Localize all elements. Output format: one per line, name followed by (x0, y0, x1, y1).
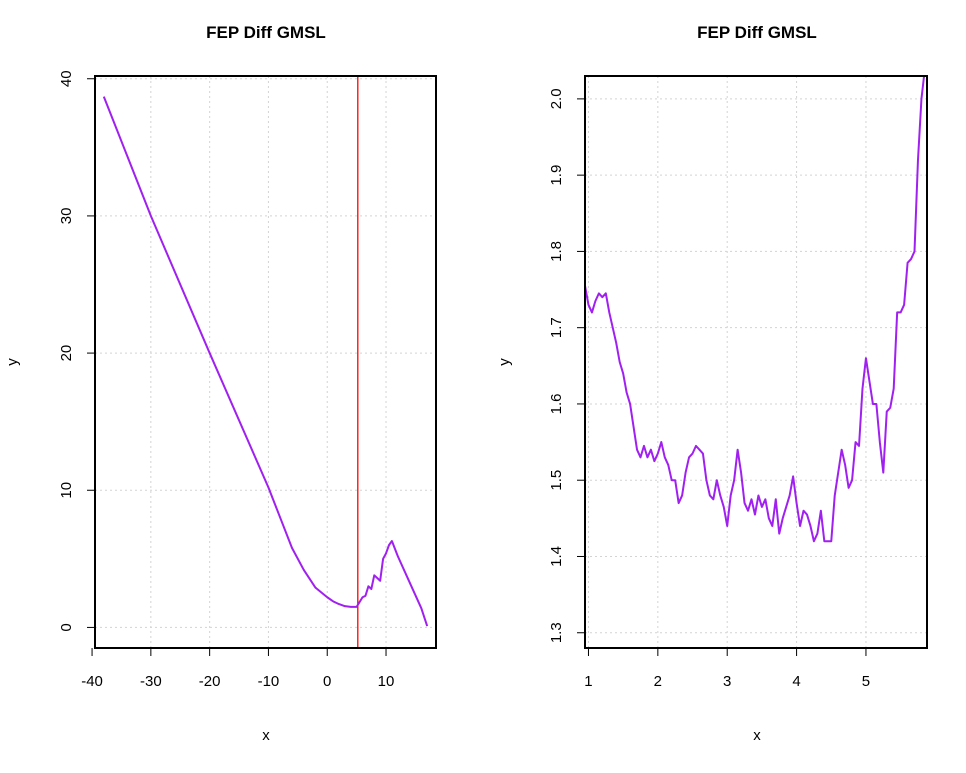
y-tick-label: 1.5 (548, 470, 565, 491)
right-chart-x-ticks: 1 2 3 4 5 (584, 648, 870, 690)
left-chart-y-ticks: 0 10 20 30 40 (58, 70, 95, 632)
x-tick-label: 10 (378, 673, 395, 690)
left-chart-y-axis-label: y (4, 358, 21, 366)
y-tick-label: 1.7 (548, 317, 565, 338)
left-chart-panel: FEP Diff GMSL -40 -30 -20 -10 0 10 010203040 … (4, 23, 437, 744)
right-chart-x-axis-label: x (753, 727, 761, 744)
x-tick-label: -30 (140, 673, 162, 690)
right-chart-series (585, 76, 926, 543)
x-tick-label: 0 (323, 673, 331, 690)
y-tick-label: 1.9 (548, 165, 565, 186)
data-series-line (585, 76, 926, 543)
y-tick-label: 20 (58, 345, 75, 362)
x-tick-label: 4 (792, 673, 800, 690)
y-tick-label: 1.3 (548, 622, 565, 643)
x-tick-label: 3 (723, 673, 731, 690)
y-tick-label: 0 (58, 623, 75, 631)
y-tick-label: 1.4 (548, 546, 565, 567)
y-tick-label: 10 (58, 482, 75, 499)
x-tick-label: -10 (258, 673, 280, 690)
left-chart-title: FEP Diff GMSL (206, 23, 326, 42)
x-tick-label: 5 (862, 673, 870, 690)
y-tick-label: 2.0 (548, 88, 565, 109)
right-chart-title: FEP Diff GMSL (697, 23, 817, 42)
x-tick-label: -40 (81, 673, 103, 690)
y-tick-label: 1.6 (548, 394, 565, 415)
left-chart-series (102, 96, 429, 627)
y-tick-label: 1.8 (548, 241, 565, 262)
data-series-line (102, 96, 429, 627)
left-chart-plot-frame (94, 75, 437, 649)
right-chart-y-axis-label: y (496, 358, 513, 366)
x-tick-label: 1 (584, 673, 592, 690)
y-tick-label: 30 (58, 208, 75, 225)
right-chart-y-ticks: 1.3 1.4 1.5 1.6 1.7 1.8 1.9 2.0 (548, 88, 585, 643)
right-chart-grid (585, 76, 927, 648)
right-chart-plot-frame (584, 75, 928, 649)
y-tick-label: 40 (58, 70, 75, 87)
x-tick-label: -20 (199, 673, 221, 690)
x-tick-label: 2 (654, 673, 662, 690)
left-chart-x-axis-label: x (262, 727, 270, 744)
left-chart-x-ticks: -40 -30 -20 -10 0 10 (81, 648, 394, 690)
left-chart-grid (95, 76, 436, 648)
